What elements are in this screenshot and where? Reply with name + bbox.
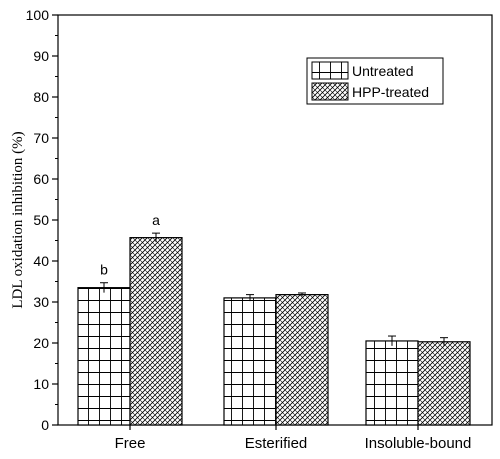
y-tick-label: 60 bbox=[33, 171, 49, 187]
y-axis: 0 10 20 30 40 50 60 70 80 90 100 bbox=[26, 7, 58, 433]
y-tick-label: 90 bbox=[33, 48, 49, 64]
legend-swatch bbox=[311, 61, 349, 80]
bar-untreated-esterified bbox=[223, 297, 277, 426]
bar-untreated-insoluble-bound bbox=[365, 340, 419, 426]
significance-label: b bbox=[100, 262, 108, 278]
bars-group: ba bbox=[77, 212, 471, 426]
bar-hpp-treated-free bbox=[129, 237, 183, 426]
legend-swatch bbox=[311, 82, 349, 101]
x-tick-label: Free bbox=[115, 435, 146, 452]
y-tick-label: 20 bbox=[33, 335, 49, 351]
y-tick-label: 0 bbox=[41, 417, 49, 433]
y-tick-label: 50 bbox=[33, 212, 49, 228]
y-tick-label: 10 bbox=[33, 376, 49, 392]
significance-label: a bbox=[152, 212, 160, 228]
x-tick-label: Insoluble-bound bbox=[365, 435, 472, 452]
bar-hpp-treated-insoluble-bound bbox=[417, 341, 471, 426]
bar-untreated-free bbox=[77, 287, 131, 426]
bar-hpp-treated-esterified bbox=[275, 294, 329, 426]
y-tick-label: 30 bbox=[33, 294, 49, 310]
y-tick-label: 100 bbox=[26, 7, 50, 23]
legend-label: Untreated bbox=[352, 63, 413, 79]
x-axis: Free Esterified Insoluble-bound bbox=[115, 425, 472, 452]
y-axis-label: LDL oxidation inhibition (%) bbox=[10, 131, 26, 308]
y-tick-label: 80 bbox=[33, 89, 49, 105]
legend-label: HPP-treated bbox=[352, 84, 429, 100]
y-tick-label: 40 bbox=[33, 253, 49, 269]
y-tick-label: 70 bbox=[33, 130, 49, 146]
x-tick-label: Esterified bbox=[245, 435, 308, 452]
legend: Untreated HPP-treated bbox=[306, 57, 444, 105]
